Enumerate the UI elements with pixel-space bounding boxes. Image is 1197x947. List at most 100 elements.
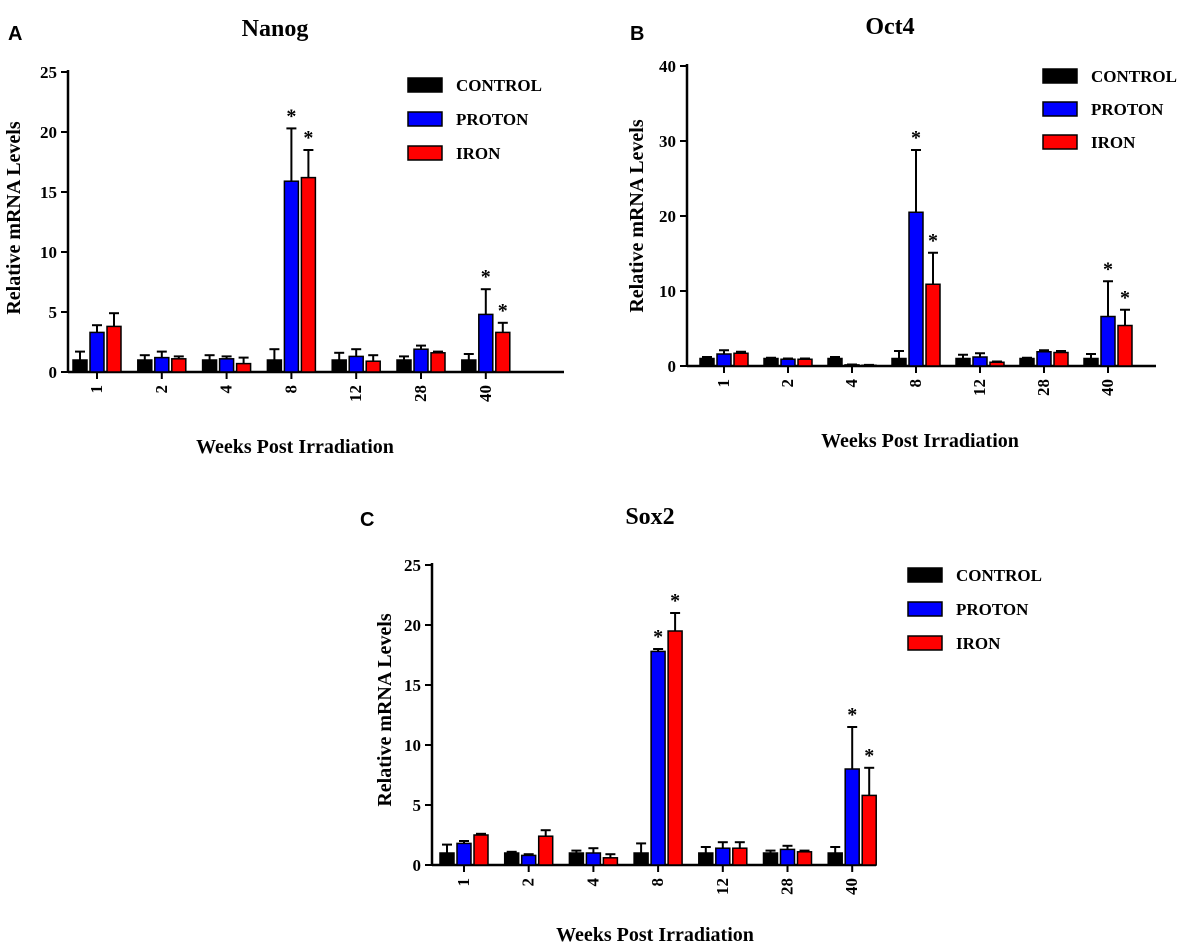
significance-star: * [847, 704, 857, 726]
significance-star: * [1120, 287, 1130, 309]
legend-swatch-control [907, 567, 943, 583]
bar-proton-2 [780, 358, 796, 367]
y-tick-label: 10 [40, 243, 57, 262]
x-tick-label: 40 [476, 385, 495, 402]
x-tick-label: 8 [906, 379, 925, 388]
legend-label-proton: PROTON [956, 600, 1029, 619]
chart-nanog: A Nanog Relative mRNA Levels Weeks Post … [3, 16, 564, 458]
bar-proton-12 [715, 847, 731, 866]
bar-control-2 [137, 359, 153, 373]
x-tick-label: 28 [778, 878, 797, 895]
bar-control-2 [503, 852, 520, 866]
x-axis-label: Weeks Post Irradiation [821, 430, 1019, 452]
bar-iron-28 [430, 352, 446, 373]
bar-control-12 [698, 852, 714, 866]
chart-sox2: C Sox2 Relative mRNA Levels Weeks Post I… [360, 504, 1042, 946]
bar-iron-12 [365, 360, 381, 373]
legend-label-control: CONTROL [956, 566, 1042, 585]
x-tick-label: 4 [583, 878, 602, 887]
legend: CONTROL PROTON IRON [1042, 67, 1177, 152]
x-tick-label: 4 [217, 385, 236, 394]
bar-control-1 [439, 852, 455, 866]
x-tick-label: 1 [714, 379, 733, 388]
bar-proton-2 [154, 356, 170, 373]
y-tick-label: 15 [404, 676, 421, 695]
bar-proton-4 [218, 358, 235, 373]
significance-star: * [670, 590, 680, 612]
bar-proton-40 [478, 313, 494, 373]
y-tick-label: 0 [668, 357, 677, 376]
bar-control-2 [763, 357, 779, 367]
x-axis-label: Weeks Post Irradiation [196, 436, 394, 458]
bar-proton-28 [413, 348, 429, 373]
legend-label-control: CONTROL [456, 76, 542, 95]
bar-control-4 [827, 357, 843, 367]
bar-proton-1 [716, 353, 732, 367]
legend-swatch-proton [907, 601, 943, 617]
bar-control-28 [1019, 357, 1035, 367]
y-axis-label: Relative mRNA Levels [374, 613, 396, 807]
bar-iron-8 [300, 176, 317, 373]
significance-star: * [864, 745, 874, 767]
legend-label-iron: IRON [456, 144, 501, 163]
significance-star: * [911, 127, 921, 149]
y-tick-label: 25 [404, 556, 421, 575]
bar-iron-40 [495, 331, 511, 373]
bar-control-28 [396, 359, 412, 373]
bar-proton-8 [650, 650, 666, 866]
chart-title: Oct4 [865, 14, 914, 40]
chart-title: Nanog [242, 16, 309, 42]
bar-iron-4 [235, 362, 252, 373]
x-tick-label: 12 [713, 878, 732, 895]
bar-iron-2 [171, 358, 187, 373]
y-tick-label: 40 [659, 57, 676, 76]
legend-swatch-control [407, 77, 443, 93]
bar-iron-1 [106, 325, 122, 373]
bar-proton-12 [972, 356, 988, 367]
bar-iron-8 [667, 630, 683, 866]
x-tick-label: 2 [152, 385, 171, 394]
legend: CONTROL PROTON IRON [407, 76, 542, 163]
legend: CONTROL PROTON IRON [907, 566, 1042, 653]
legend-label-proton: PROTON [456, 110, 529, 129]
y-tick-label: 5 [413, 796, 422, 815]
chart-title: Sox2 [625, 504, 674, 530]
panel-letter: A [8, 23, 22, 45]
x-tick-label: 12 [970, 379, 989, 396]
y-tick-label: 20 [40, 123, 57, 142]
x-tick-label: 40 [842, 878, 861, 895]
bar-control-12 [331, 359, 347, 373]
chart-oct4: B Oct4 Relative mRNA Levels Weeks Post I… [626, 14, 1177, 452]
y-tick-label: 10 [659, 282, 676, 301]
legend-swatch-control [1042, 68, 1078, 84]
bar-iron-4 [602, 857, 619, 866]
bar-proton-2 [520, 854, 537, 866]
bar-iron-12 [989, 361, 1005, 367]
bar-control-1 [72, 359, 88, 373]
bar-control-4 [201, 359, 218, 373]
x-tick-label: 2 [519, 878, 538, 887]
x-tick-label: 40 [1098, 379, 1117, 396]
y-tick-label: 20 [659, 207, 676, 226]
bar-proton-40 [844, 768, 860, 866]
y-axis-label: Relative mRNA Levels [3, 121, 25, 315]
significance-star: * [653, 626, 663, 648]
bar-proton-1 [456, 842, 472, 866]
significance-star: * [498, 300, 508, 322]
legend-label-proton: PROTON [1091, 100, 1164, 119]
bar-control-8 [891, 357, 907, 367]
bar-iron-1 [733, 352, 749, 367]
significance-star: * [1103, 258, 1113, 280]
y-tick-label: 0 [49, 363, 58, 382]
legend-label-iron: IRON [1091, 133, 1136, 152]
bar-proton-12 [348, 355, 364, 373]
x-tick-label: 28 [411, 385, 430, 402]
bar-proton-1 [89, 331, 105, 373]
significance-star: * [481, 266, 491, 288]
bar-iron-2 [537, 835, 554, 866]
legend-swatch-iron [1042, 134, 1078, 150]
panel-letter: C [360, 509, 374, 531]
